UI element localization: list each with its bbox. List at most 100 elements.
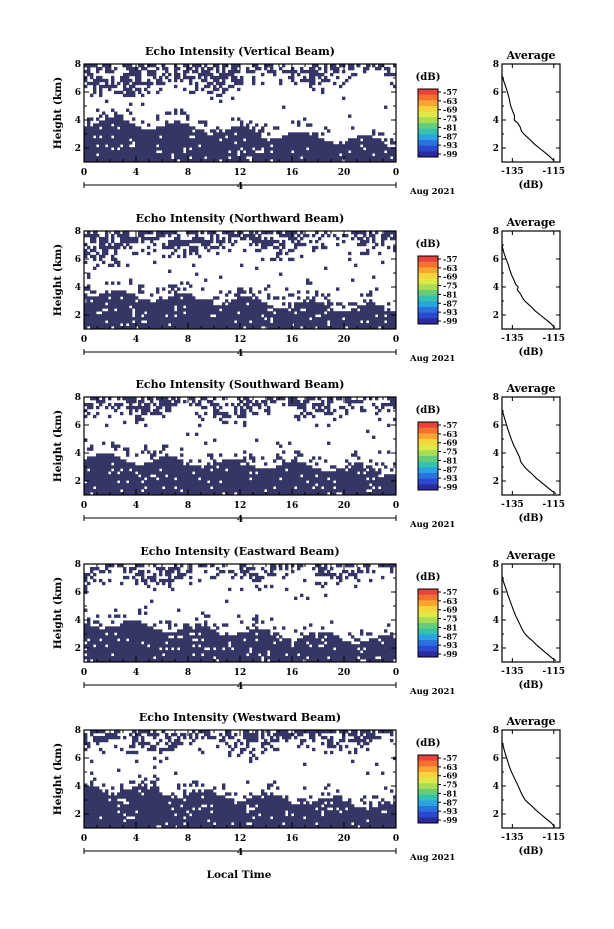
heatmap-cell bbox=[393, 248, 397, 253]
x-axis-label: Local Time bbox=[207, 869, 272, 881]
heatmap-cell bbox=[243, 795, 247, 799]
heatmap-cell bbox=[222, 245, 226, 250]
heatmap-cell bbox=[99, 153, 172, 157]
heatmap-cell bbox=[162, 72, 166, 77]
heatmap-cell bbox=[312, 64, 319, 68]
heatmap-cell bbox=[195, 66, 199, 71]
heatmap-cell bbox=[282, 462, 307, 466]
heatmap-cell bbox=[285, 738, 289, 743]
heatmap-cell bbox=[240, 236, 247, 241]
heatmap-cell bbox=[144, 444, 148, 448]
heatmap-cell bbox=[297, 72, 301, 77]
heatmap-cell bbox=[351, 236, 355, 241]
heatmap-cell bbox=[201, 750, 205, 755]
heatmap-cell bbox=[183, 69, 190, 74]
heatmap-cell bbox=[87, 411, 91, 416]
heatmap-cell bbox=[201, 397, 208, 401]
heatmap-cell bbox=[204, 614, 211, 618]
colorbar-tick-label: -75 bbox=[443, 780, 457, 790]
heatmap-cell bbox=[102, 260, 106, 265]
heatmap-cell bbox=[258, 587, 262, 592]
heatmap-cell bbox=[252, 126, 256, 130]
heatmap-cell bbox=[90, 759, 94, 764]
heatmap-cell bbox=[93, 572, 97, 577]
heatmap-cell bbox=[324, 75, 328, 80]
heatmap-cell bbox=[201, 632, 220, 636]
heatmap-cell bbox=[147, 90, 151, 95]
heatmap-cell bbox=[336, 486, 373, 490]
heatmap-cell bbox=[288, 399, 301, 404]
average-title: Average bbox=[505, 216, 555, 229]
heatmap-cell bbox=[189, 581, 193, 586]
heatmap-cell bbox=[237, 320, 250, 324]
heatmap-cell bbox=[150, 453, 157, 457]
heatmap-cell bbox=[363, 69, 367, 74]
heatmap-cell bbox=[111, 798, 118, 802]
heatmap-cell bbox=[183, 75, 196, 80]
heatmap-cell bbox=[252, 477, 280, 481]
heatmap-cell bbox=[105, 290, 109, 294]
heatmap-cell bbox=[378, 730, 394, 734]
heatmap-cell bbox=[378, 635, 394, 639]
heatmap-cell bbox=[318, 397, 322, 401]
heatmap-cell bbox=[246, 566, 256, 571]
heatmap-cell bbox=[231, 117, 235, 121]
heatmap-cell bbox=[186, 569, 193, 574]
heatmap-cell bbox=[288, 302, 292, 306]
heatmap-cell bbox=[351, 465, 364, 469]
heatmap-cell bbox=[267, 732, 271, 737]
heatmap-cell bbox=[243, 147, 253, 151]
colorbar-swatch bbox=[418, 134, 438, 141]
heatmap-cell bbox=[285, 572, 289, 577]
heatmap-cell bbox=[84, 798, 109, 802]
heatmap-cell bbox=[162, 64, 166, 68]
heatmap-cell bbox=[240, 575, 244, 580]
heatmap-cell bbox=[105, 66, 112, 71]
heatmap-cell bbox=[186, 311, 238, 315]
heatmap-cell bbox=[234, 732, 238, 737]
heatmap-cell bbox=[156, 290, 160, 294]
heatmap-cell bbox=[159, 402, 178, 407]
heatmap-cell bbox=[279, 635, 283, 639]
heatmap-cell bbox=[306, 308, 328, 312]
heatmap-cell bbox=[99, 245, 121, 250]
colorbar-swatch bbox=[418, 645, 438, 652]
heatmap-cell bbox=[150, 786, 160, 790]
heatmap-cell bbox=[84, 801, 124, 805]
heatmap-cell bbox=[288, 305, 292, 309]
heatmap-cell bbox=[306, 411, 313, 416]
heatmap-cell bbox=[183, 87, 187, 92]
heatmap-cell bbox=[195, 653, 202, 657]
heatmap-cell bbox=[228, 735, 235, 740]
heatmap-cell bbox=[393, 156, 397, 160]
heatmap-cell bbox=[201, 405, 208, 410]
heatmap-cell bbox=[147, 575, 157, 580]
heatmap-cell bbox=[264, 150, 271, 154]
heatmap-cell bbox=[363, 801, 367, 805]
colorbar-swatch bbox=[418, 318, 438, 325]
heatmap-cell bbox=[90, 638, 100, 642]
heatmap-cell bbox=[129, 566, 136, 571]
heatmap-cell bbox=[264, 64, 274, 68]
heatmap-cell bbox=[135, 314, 142, 318]
heatmap-cell bbox=[360, 656, 376, 660]
heatmap-cell bbox=[126, 66, 139, 71]
y-tick-label: 4 bbox=[75, 782, 81, 792]
heatmap-cell bbox=[294, 629, 298, 633]
heatmap-cell bbox=[261, 735, 265, 740]
heatmap-cell bbox=[114, 614, 121, 618]
heatmap-cell bbox=[123, 566, 127, 571]
x-tick-label: 20 bbox=[338, 501, 351, 511]
heatmap-cell bbox=[192, 730, 196, 734]
heatmap-cell bbox=[360, 825, 397, 829]
heatmap-cell bbox=[276, 311, 295, 315]
heatmap-cell bbox=[144, 402, 151, 407]
heatmap-cell bbox=[141, 248, 145, 253]
heatmap-cell bbox=[252, 320, 271, 324]
heatmap-cell bbox=[213, 87, 220, 92]
heatmap-cell bbox=[183, 64, 190, 68]
heatmap-cell bbox=[99, 90, 103, 95]
heatmap-cells bbox=[84, 564, 397, 663]
heatmap-cell bbox=[117, 564, 124, 568]
heatmap-cell bbox=[153, 248, 157, 253]
